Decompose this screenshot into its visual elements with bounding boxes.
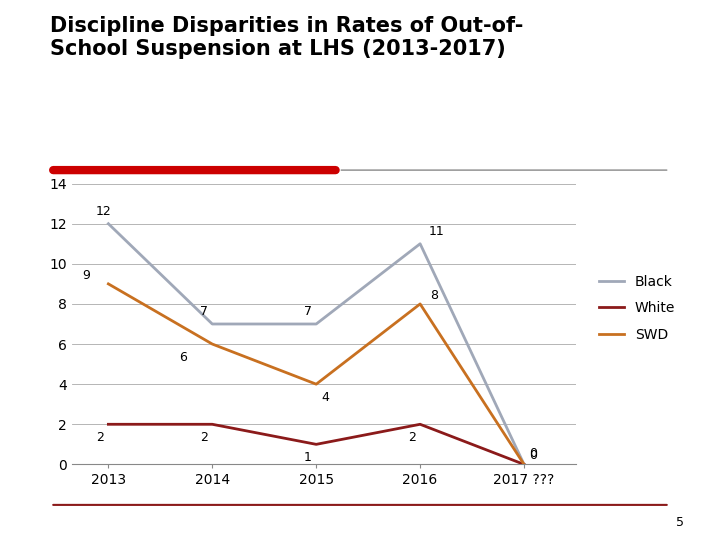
Text: 0: 0 xyxy=(529,449,537,462)
Text: 4: 4 xyxy=(321,391,329,404)
Text: 6: 6 xyxy=(179,351,187,364)
Text: 7: 7 xyxy=(200,305,208,318)
Text: 2: 2 xyxy=(96,431,104,444)
Text: 8: 8 xyxy=(431,289,438,302)
Text: 11: 11 xyxy=(428,225,444,238)
Text: 2: 2 xyxy=(408,431,415,444)
Text: 2: 2 xyxy=(200,431,207,444)
Text: 9: 9 xyxy=(82,269,90,282)
Text: Discipline Disparities in Rates of Out-of-
School Suspension at LHS (2013-2017): Discipline Disparities in Rates of Out-o… xyxy=(50,16,523,59)
Text: 0: 0 xyxy=(529,447,537,461)
Text: 7: 7 xyxy=(304,305,312,318)
Text: 1: 1 xyxy=(304,451,312,464)
Text: 5: 5 xyxy=(676,516,684,529)
Legend: Black, White, SWD: Black, White, SWD xyxy=(593,269,680,347)
Text: 12: 12 xyxy=(96,205,112,218)
